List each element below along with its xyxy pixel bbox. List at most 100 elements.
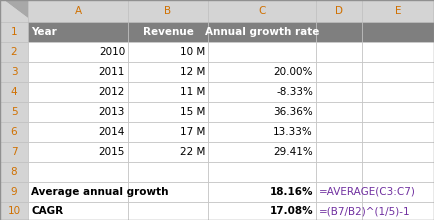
Bar [128,142,208,162]
Text: B: B [164,6,171,16]
Text: =AVERAGE(C3:C7): =AVERAGE(C3:C7) [319,187,416,197]
Bar [128,162,208,182]
Bar [362,102,434,122]
Text: 1: 1 [11,27,17,37]
Text: 3: 3 [11,67,17,77]
Text: =(B7/B2)^(1/5)-1: =(B7/B2)^(1/5)-1 [319,206,411,216]
Bar [28,122,128,142]
Bar [316,62,362,82]
Text: Year: Year [31,27,57,37]
Text: 7: 7 [11,147,17,157]
Bar [0,102,28,122]
Text: E: E [395,6,401,16]
Bar [0,142,28,162]
Bar [128,202,208,220]
Bar [128,22,208,42]
Bar [128,0,208,22]
Bar [316,182,362,202]
Text: 15 M: 15 M [180,107,205,117]
Text: 18.16%: 18.16% [270,187,313,197]
Bar [316,82,362,102]
Bar [208,22,316,42]
Polygon shape [0,0,28,22]
Bar [28,162,128,182]
Text: A: A [75,6,82,16]
Bar [0,122,28,142]
Text: 2011: 2011 [99,67,125,77]
Bar [128,82,208,102]
Bar [208,162,316,182]
Bar [362,202,434,220]
Bar [316,22,362,42]
Text: 17.08%: 17.08% [270,206,313,216]
Bar [128,62,208,82]
Bar [208,122,316,142]
Bar [28,142,128,162]
Text: Revenue: Revenue [142,27,194,37]
Bar [362,122,434,142]
Bar [0,182,28,202]
Text: 22 M: 22 M [180,147,205,157]
Bar [316,142,362,162]
Bar [208,0,316,22]
Text: Average annual growth: Average annual growth [31,187,168,197]
Bar [208,142,316,162]
Bar [128,102,208,122]
Text: 9: 9 [11,187,17,197]
Bar [28,82,128,102]
Bar [28,102,128,122]
Text: 10 M: 10 M [180,47,205,57]
Bar [28,62,128,82]
Bar [316,202,362,220]
Bar [208,202,316,220]
Bar [362,162,434,182]
Text: 20.00%: 20.00% [273,67,313,77]
Text: Annual growth rate: Annual growth rate [205,27,319,37]
Bar [208,182,316,202]
Bar [362,142,434,162]
Bar [316,0,362,22]
Bar [28,22,128,42]
Text: 29.41%: 29.41% [273,147,313,157]
Bar [362,22,434,42]
Text: 2014: 2014 [99,127,125,137]
Text: 5: 5 [11,107,17,117]
Bar [28,182,128,202]
Bar [362,0,434,22]
Bar [28,42,128,62]
Bar [316,162,362,182]
Bar [128,42,208,62]
Text: C: C [258,6,266,16]
Text: 8: 8 [11,167,17,177]
Polygon shape [4,0,28,18]
Text: 13.33%: 13.33% [273,127,313,137]
Bar [0,202,28,220]
Bar [316,42,362,62]
Text: 2015: 2015 [99,147,125,157]
Bar [0,82,28,102]
Bar [208,62,316,82]
Bar [208,82,316,102]
Bar [362,42,434,62]
Bar [362,62,434,82]
Text: 2013: 2013 [99,107,125,117]
Text: 11 M: 11 M [180,87,205,97]
Bar [0,162,28,182]
Text: 12 M: 12 M [180,67,205,77]
Bar [208,102,316,122]
Bar [0,62,28,82]
Bar [316,102,362,122]
Text: 4: 4 [11,87,17,97]
Bar [362,82,434,102]
Bar [128,182,208,202]
Bar [128,122,208,142]
Bar [208,42,316,62]
Bar [316,122,362,142]
Text: -8.33%: -8.33% [276,87,313,97]
Bar [0,0,28,22]
Text: 2010: 2010 [99,47,125,57]
Text: 10: 10 [7,206,20,216]
Text: 36.36%: 36.36% [273,107,313,117]
Text: 2: 2 [11,47,17,57]
Bar [362,182,434,202]
